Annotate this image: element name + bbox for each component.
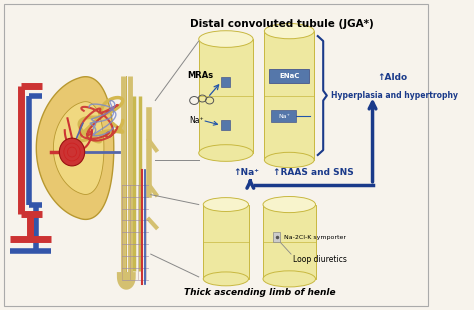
Bar (271, 110, 297, 122)
Polygon shape (54, 102, 104, 194)
Text: ↑RAAS and SNS: ↑RAAS and SNS (273, 168, 354, 177)
Bar (203, 205, 248, 279)
Bar (264, 31, 314, 160)
Text: ↑Aldo: ↑Aldo (377, 73, 407, 82)
Text: ENaC: ENaC (279, 73, 300, 79)
Bar (263, 205, 316, 279)
Ellipse shape (264, 152, 314, 168)
Ellipse shape (203, 272, 248, 286)
Bar (221, 120, 230, 130)
Text: Na⁺: Na⁺ (190, 116, 204, 125)
Bar (273, 232, 280, 242)
Bar (221, 77, 230, 86)
Ellipse shape (59, 138, 85, 166)
Text: ↑Na⁺: ↑Na⁺ (233, 168, 259, 177)
Ellipse shape (263, 197, 316, 213)
Ellipse shape (263, 271, 316, 287)
Ellipse shape (264, 24, 314, 39)
Text: Thick ascending limb of henle: Thick ascending limb of henle (183, 288, 335, 297)
Bar (199, 39, 253, 153)
Text: MRAs: MRAs (187, 71, 213, 80)
Ellipse shape (199, 145, 253, 161)
Ellipse shape (203, 197, 248, 211)
Text: Na⁺: Na⁺ (278, 114, 290, 119)
Ellipse shape (199, 31, 253, 47)
Text: Loop diuretics: Loop diuretics (293, 255, 347, 264)
Polygon shape (36, 77, 114, 219)
Text: Hyperplasia and hypertrophy: Hyperplasia and hypertrophy (331, 91, 458, 100)
Text: Na-2Cl-K symporter: Na-2Cl-K symporter (284, 235, 346, 240)
Text: Distal convoluted tubule (JGA*): Distal convoluted tubule (JGA*) (190, 19, 374, 29)
Bar (269, 69, 309, 83)
